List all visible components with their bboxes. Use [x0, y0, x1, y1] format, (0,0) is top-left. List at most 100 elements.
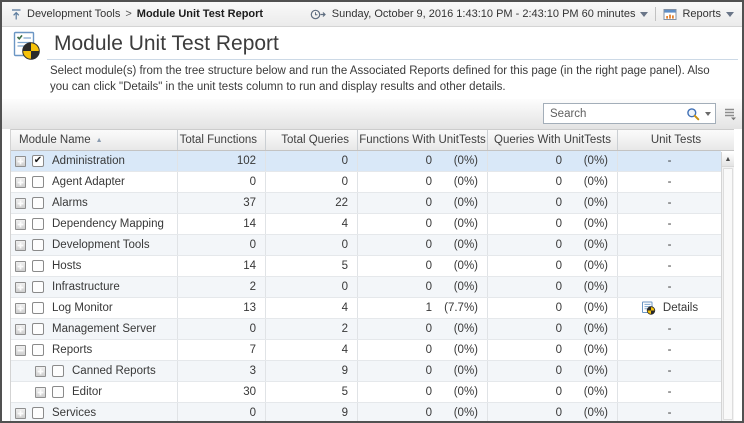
module-unit-test-report-icon	[11, 30, 42, 61]
functions-with-unittests-cell: 0 (0%)	[358, 235, 488, 255]
queries-with-unittests-cell-percent: (0%)	[583, 239, 608, 251]
total-queries-cell: 9	[266, 361, 358, 381]
table-body: ✔ Administration 102 0 0 (0%) 0 (0%) - Agent Adap…	[11, 151, 721, 421]
expand-button[interactable]	[15, 302, 26, 314]
queries-with-unittests-cell-percent: (0%)	[583, 365, 608, 377]
row-checkbox[interactable]	[32, 218, 44, 230]
expand-button[interactable]	[15, 197, 26, 209]
vertical-scrollbar[interactable]: ▲	[721, 152, 734, 421]
expand-button[interactable]	[15, 218, 26, 230]
unit-tests-cell: -	[667, 323, 672, 335]
collapse-button[interactable]	[15, 344, 26, 356]
search-input[interactable]	[550, 107, 686, 120]
row-checkbox[interactable]	[52, 386, 64, 398]
total-queries-cell: 4	[266, 214, 358, 234]
unit-tests-cell: -	[667, 260, 672, 272]
column-header-unit-tests[interactable]: Unit Tests	[650, 134, 702, 146]
queries-with-unittests-cell: 0 (0%)	[488, 382, 618, 402]
column-chooser-icon[interactable]	[724, 107, 737, 121]
queries-with-unittests-cell-count: 0	[555, 302, 562, 314]
search-options-chevron-icon[interactable]	[705, 111, 711, 116]
queries-with-unittests-cell-count: 0	[555, 218, 562, 230]
up-one-level-icon[interactable]	[10, 8, 22, 21]
functions-with-unittests-cell: 0 (0%)	[358, 151, 488, 171]
expand-button[interactable]	[15, 176, 26, 188]
reports-menu-button[interactable]: Reports	[663, 8, 734, 21]
breadcrumb-separator: >	[125, 8, 132, 20]
table-row[interactable]: Hosts 14 5 0 (0%) 0 (0%) -	[11, 256, 721, 277]
table-row[interactable]: Canned Reports 3 9 0 (0%) 0 (0%) -	[11, 361, 721, 382]
expand-button[interactable]	[35, 365, 46, 377]
row-checkbox[interactable]	[32, 239, 44, 251]
total-functions-cell: 0	[178, 403, 266, 421]
functions-with-unittests-cell-percent: (7.7%)	[444, 302, 478, 314]
functions-with-unittests-cell: 1 (7.7%)	[358, 298, 488, 318]
search-icon[interactable]	[686, 107, 700, 121]
report-details-icon	[641, 301, 656, 315]
breadcrumb-parent[interactable]: Development Tools	[27, 8, 121, 20]
expand-button[interactable]	[35, 386, 46, 398]
functions-with-unittests-cell-percent: (0%)	[453, 365, 478, 377]
queries-with-unittests-cell: 0 (0%)	[488, 214, 618, 234]
table-row[interactable]: Editor 30 5 0 (0%) 0 (0%) -	[11, 382, 721, 403]
reports-label: Reports	[682, 8, 721, 20]
row-checkbox[interactable]	[32, 302, 44, 314]
scroll-up-icon[interactable]: ▲	[722, 152, 734, 167]
chevron-down-icon	[640, 12, 649, 17]
total-functions-cell: 37	[178, 193, 266, 213]
time-range-selector[interactable]: Sunday, October 9, 2016 1:43:10 PM - 2:4…	[310, 8, 649, 21]
table-row[interactable]: Log Monitor 13 4 1 (7.7%) 0 (0%) Details	[11, 298, 721, 319]
row-checkbox[interactable]	[32, 344, 44, 356]
table-row[interactable]: Dependency Mapping 14 4 0 (0%) 0 (0%) -	[11, 214, 721, 235]
row-checkbox[interactable]	[32, 323, 44, 335]
table-row[interactable]: ✔ Administration 102 0 0 (0%) 0 (0%) -	[11, 151, 721, 172]
details-link[interactable]: Details	[662, 302, 699, 314]
row-checkbox[interactable]	[52, 365, 64, 377]
row-checkbox[interactable]	[32, 281, 44, 293]
expand-button[interactable]	[15, 323, 26, 335]
queries-with-unittests-cell: 0 (0%)	[488, 151, 618, 171]
column-header-functions-with-unittests[interactable]: Functions With UnitTests	[358, 130, 488, 150]
scrollbar-thumb[interactable]	[723, 168, 733, 420]
functions-with-unittests-cell-percent: (0%)	[453, 218, 478, 230]
total-functions-cell: 0	[178, 235, 266, 255]
table-row[interactable]: Management Server 0 2 0 (0%) 0 (0%) -	[11, 319, 721, 340]
table-row[interactable]: Reports 7 4 0 (0%) 0 (0%) -	[11, 340, 721, 361]
queries-with-unittests-cell-count: 0	[555, 344, 562, 356]
unit-tests-cell[interactable]: Details	[618, 298, 721, 318]
module-name-cell: Development Tools	[11, 235, 178, 255]
column-header-total-queries[interactable]: Total Queries	[266, 130, 358, 150]
table-row[interactable]: Infrastructure 2 0 0 (0%) 0 (0%) -	[11, 277, 721, 298]
row-checkbox[interactable]	[32, 197, 44, 209]
module-name-cell: Management Server	[11, 319, 178, 339]
row-checkbox[interactable]	[32, 260, 44, 272]
expand-button[interactable]	[15, 260, 26, 272]
column-header-total-functions[interactable]: Total Functions	[178, 130, 266, 150]
module-name-cell: Agent Adapter	[11, 172, 178, 192]
module-name-cell: ✔ Administration	[11, 151, 178, 171]
column-header-module-name[interactable]: Module Name ▲	[11, 130, 178, 150]
table-row[interactable]: Alarms 37 22 0 (0%) 0 (0%) -	[11, 193, 721, 214]
total-queries-cell: 5	[266, 256, 358, 276]
queries-with-unittests-cell-percent: (0%)	[583, 323, 608, 335]
column-header-queries-with-unittests[interactable]: Queries With UnitTests	[488, 130, 618, 150]
module-name-label: Infrastructure	[52, 281, 120, 293]
expand-button[interactable]	[15, 155, 26, 167]
expand-button[interactable]	[15, 281, 26, 293]
functions-with-unittests-cell-count: 0	[425, 197, 432, 209]
table-row[interactable]: Agent Adapter 0 0 0 (0%) 0 (0%) -	[11, 172, 721, 193]
total-functions-cell: 2	[178, 277, 266, 297]
functions-with-unittests-cell: 0 (0%)	[358, 193, 488, 213]
functions-with-unittests-cell: 0 (0%)	[358, 214, 488, 234]
search-box[interactable]	[543, 103, 716, 124]
unit-tests-cell: -	[667, 344, 672, 356]
table-row[interactable]: Services 0 9 0 (0%) 0 (0%) -	[11, 403, 721, 421]
total-queries-cell: 5	[266, 382, 358, 402]
expand-button[interactable]	[15, 407, 26, 419]
expand-button[interactable]	[15, 239, 26, 251]
table-row[interactable]: Development Tools 0 0 0 (0%) 0 (0%) -	[11, 235, 721, 256]
row-checkbox[interactable]	[32, 407, 44, 419]
row-checkbox[interactable]: ✔	[32, 155, 44, 167]
row-checkbox[interactable]	[32, 176, 44, 188]
reports-icon	[663, 8, 677, 21]
